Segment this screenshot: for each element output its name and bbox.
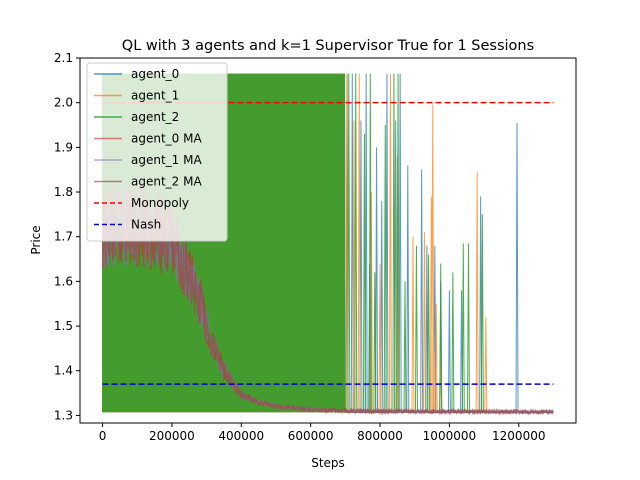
legend-label-agent-0-ma: agent_0 MA bbox=[131, 132, 202, 146]
plot-frame bbox=[79, 57, 577, 424]
y-tick-label: 1.5 bbox=[54, 319, 73, 333]
legend-label-monopoly: Monopoly bbox=[131, 196, 189, 210]
x-tick-label: 800000 bbox=[357, 429, 403, 443]
legend-label-agent-2-ma: agent_2 MA bbox=[131, 175, 202, 189]
x-tick-label: 1200000 bbox=[492, 429, 545, 443]
legend-label-agent-0: agent_0 bbox=[131, 67, 179, 81]
x-tick-label: 600000 bbox=[288, 429, 334, 443]
x-tick-label: 200000 bbox=[149, 429, 195, 443]
x-axis-label: Steps bbox=[311, 456, 345, 470]
x-tick-label: 400000 bbox=[218, 429, 264, 443]
legend-label-agent-1-ma: agent_1 MA bbox=[131, 153, 202, 167]
y-tick-label: 1.3 bbox=[54, 408, 73, 422]
legend-label-nash: Nash bbox=[131, 218, 161, 232]
legend-box bbox=[86, 62, 228, 242]
chart-title: QL with 3 agents and k=1 Supervisor True… bbox=[122, 38, 534, 54]
x-axis: 0 200000 400000 600000 800000 1000000 1200000 bbox=[99, 423, 545, 443]
x-tick-label: 1000000 bbox=[423, 429, 476, 443]
y-axis-label: Price bbox=[29, 225, 43, 254]
y-axis: 1.3 1.4 1.5 1.6 1.7 1.8 1.9 2.0 2.1 bbox=[54, 51, 80, 422]
legend-label-agent-2: agent_2 bbox=[131, 110, 179, 124]
y-tick-label: 1.4 bbox=[54, 364, 73, 378]
legend-label-agent-1: agent_1 bbox=[131, 89, 179, 103]
y-tick-label: 1.9 bbox=[54, 140, 73, 154]
y-tick-label: 1.7 bbox=[54, 230, 73, 244]
y-tick-label: 1.8 bbox=[54, 185, 73, 199]
y-tick-label: 1.6 bbox=[54, 274, 73, 288]
y-tick-label: 2.1 bbox=[54, 51, 73, 65]
legend: agent_0 agent_1 agent_2 agent_0 MA agent_1 M… bbox=[86, 62, 228, 242]
x-tick-label: 0 bbox=[99, 429, 107, 443]
y-tick-label: 2.0 bbox=[54, 96, 73, 110]
